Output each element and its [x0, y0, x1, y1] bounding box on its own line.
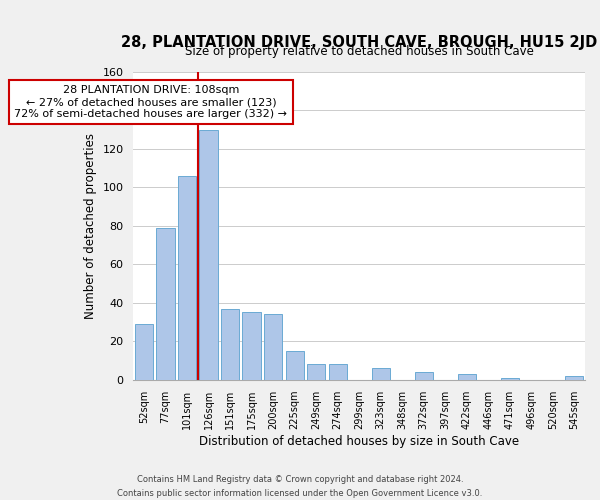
Bar — [307, 364, 325, 380]
Bar — [221, 308, 239, 380]
Text: 28 PLANTATION DRIVE: 108sqm
← 27% of detached houses are smaller (123)
72% of se: 28 PLANTATION DRIVE: 108sqm ← 27% of det… — [14, 86, 287, 118]
Bar — [458, 374, 476, 380]
Bar — [178, 176, 196, 380]
Bar — [242, 312, 261, 380]
Title: 28, PLANTATION DRIVE, SOUTH CAVE, BROUGH, HU15 2JD: 28, PLANTATION DRIVE, SOUTH CAVE, BROUGH… — [121, 35, 597, 50]
X-axis label: Distribution of detached houses by size in South Cave: Distribution of detached houses by size … — [199, 434, 519, 448]
Bar — [157, 228, 175, 380]
Bar — [565, 376, 583, 380]
Bar — [371, 368, 390, 380]
Bar — [135, 324, 153, 380]
Bar — [286, 351, 304, 380]
Y-axis label: Number of detached properties: Number of detached properties — [84, 133, 97, 319]
Bar — [264, 314, 282, 380]
Bar — [329, 364, 347, 380]
Bar — [500, 378, 519, 380]
Text: Size of property relative to detached houses in South Cave: Size of property relative to detached ho… — [185, 45, 533, 58]
Bar — [415, 372, 433, 380]
Text: Contains HM Land Registry data © Crown copyright and database right 2024.
Contai: Contains HM Land Registry data © Crown c… — [118, 476, 482, 498]
Bar — [199, 130, 218, 380]
